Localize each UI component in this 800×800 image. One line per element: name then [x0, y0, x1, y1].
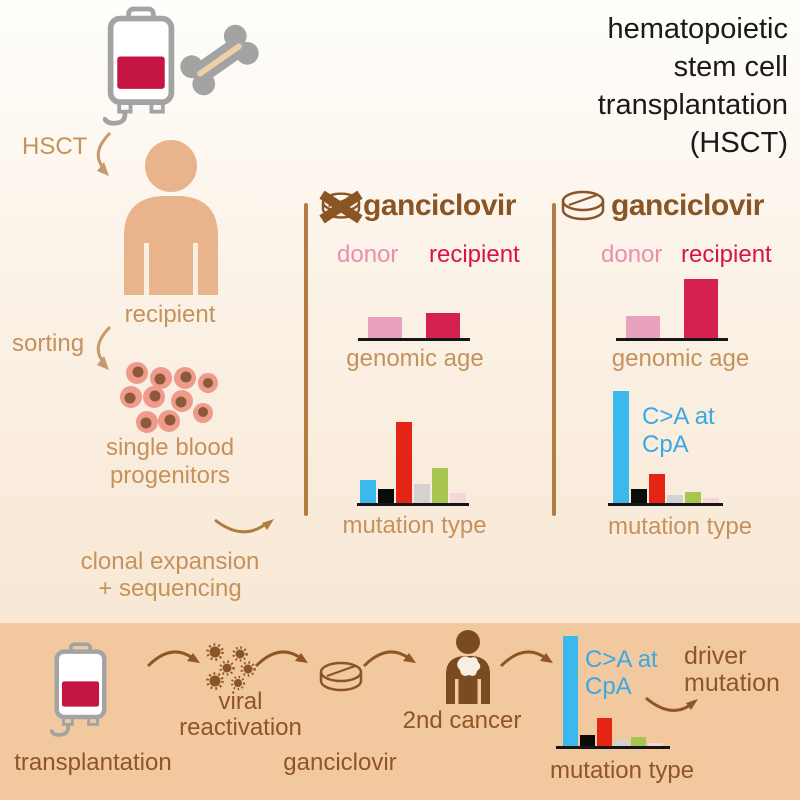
bar-T>C — [631, 737, 646, 746]
bar-C>T — [396, 422, 412, 503]
genomic-age-chart-gcv — [616, 278, 728, 341]
arrow-clonal-icon — [214, 518, 274, 534]
second-cancer-person-icon — [446, 630, 490, 704]
cpa-annotation: C>A at CpA — [642, 403, 715, 458]
pill-icon — [561, 190, 605, 221]
crossed-pill-icon — [319, 190, 363, 224]
bar-T>G — [648, 743, 663, 746]
bar-T>A — [414, 484, 430, 503]
mutation-type-chart-summary — [556, 634, 670, 749]
bar-C>A — [360, 480, 376, 503]
bar-recipient — [684, 279, 718, 338]
recipient-person-icon — [124, 140, 218, 295]
clonal-expansion-label: clonal expansion + sequencing — [80, 548, 260, 602]
ganciclovir-label: ganciclovir — [283, 749, 397, 776]
sorting-label: sorting — [12, 330, 85, 357]
bar-C>G — [630, 489, 647, 503]
arrow-icon — [362, 650, 416, 668]
recipient-label: recipient — [429, 241, 520, 268]
bar-T>G — [702, 498, 719, 503]
genomic-age-label: genomic age — [611, 345, 750, 372]
bar-C>A — [612, 391, 629, 503]
single-blood-progenitors-icon — [120, 362, 218, 433]
genomic-age-label: genomic age — [346, 345, 484, 372]
hsct-label: HSCT — [22, 133, 88, 160]
bar-C>T — [648, 474, 665, 503]
bar-C>G — [580, 735, 595, 746]
bone-icon — [180, 24, 259, 96]
genomic-age-chart-no-gcv — [358, 288, 470, 341]
recipient-label: recipient — [681, 241, 772, 268]
recipient-label: recipient — [124, 301, 216, 328]
panel-divider-left — [304, 203, 308, 516]
bar-C>G — [378, 489, 394, 503]
mutation-type-label: mutation type — [342, 512, 487, 539]
pill-icon — [319, 661, 363, 692]
no-ganciclovir-header: ganciclovir — [363, 189, 516, 222]
mutation-type-label: mutation type — [607, 513, 753, 540]
figure-title: hematopoietic stem cell transplantation … — [597, 13, 788, 159]
arrow-hsct-icon — [96, 131, 112, 176]
virus-particles-icon — [206, 643, 256, 691]
bar-donor — [626, 316, 660, 338]
second-cancer-label: 2nd cancer — [402, 707, 522, 734]
bar-T>C — [684, 492, 701, 503]
mutation-type-label: mutation type — [549, 757, 695, 784]
bar-recipient — [426, 313, 460, 338]
blood-bag-icon — [50, 642, 107, 737]
bar-C>T — [597, 718, 612, 746]
arrow-icon — [254, 650, 308, 668]
progenitors-label: single blood progenitors — [105, 434, 235, 489]
arrow-icon — [146, 650, 200, 668]
arrow-sorting-icon — [96, 325, 112, 370]
donor-label: donor — [601, 241, 663, 268]
bar-T>A — [614, 740, 629, 746]
driver-mutation-label: driver mutation — [684, 642, 780, 697]
viral-reactivation-label: viral reactivation — [179, 688, 302, 741]
bar-C>A — [563, 636, 578, 746]
transplantation-label: transplantation — [14, 749, 172, 776]
cpa-annotation: C>A at CpA — [585, 646, 658, 700]
arrow-driver-icon — [645, 696, 698, 712]
donor-label: donor — [337, 241, 399, 268]
mutation-type-chart-gcv — [608, 389, 723, 506]
bar-T>A — [666, 495, 683, 503]
mutation-type-chart-no-gcv — [357, 417, 469, 506]
ganciclovir-header: ganciclovir — [611, 189, 764, 222]
arrow-icon — [499, 650, 553, 668]
panel-divider-right — [552, 203, 556, 516]
bar-T>G — [450, 493, 466, 503]
bar-donor — [368, 317, 402, 338]
blood-bag-icon — [103, 6, 175, 126]
bar-T>C — [432, 468, 448, 503]
